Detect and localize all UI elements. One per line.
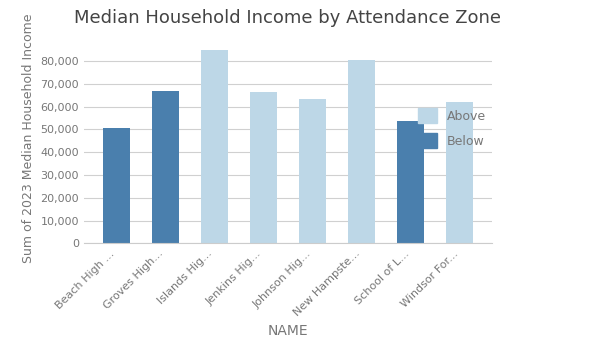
Y-axis label: Sum of 2023 Median Household Income: Sum of 2023 Median Household Income	[22, 14, 35, 263]
Legend: Above, Below: Above, Below	[418, 108, 486, 148]
Title: Median Household Income by Attendance Zone: Median Household Income by Attendance Zo…	[74, 9, 502, 27]
Bar	[446, 102, 473, 243]
Bar	[299, 99, 326, 243]
X-axis label: NAME: NAME	[268, 324, 308, 338]
Bar	[348, 60, 375, 243]
Bar	[250, 92, 277, 243]
Bar	[201, 50, 228, 243]
Bar	[152, 91, 179, 243]
Bar	[103, 128, 130, 243]
Bar	[397, 121, 424, 243]
